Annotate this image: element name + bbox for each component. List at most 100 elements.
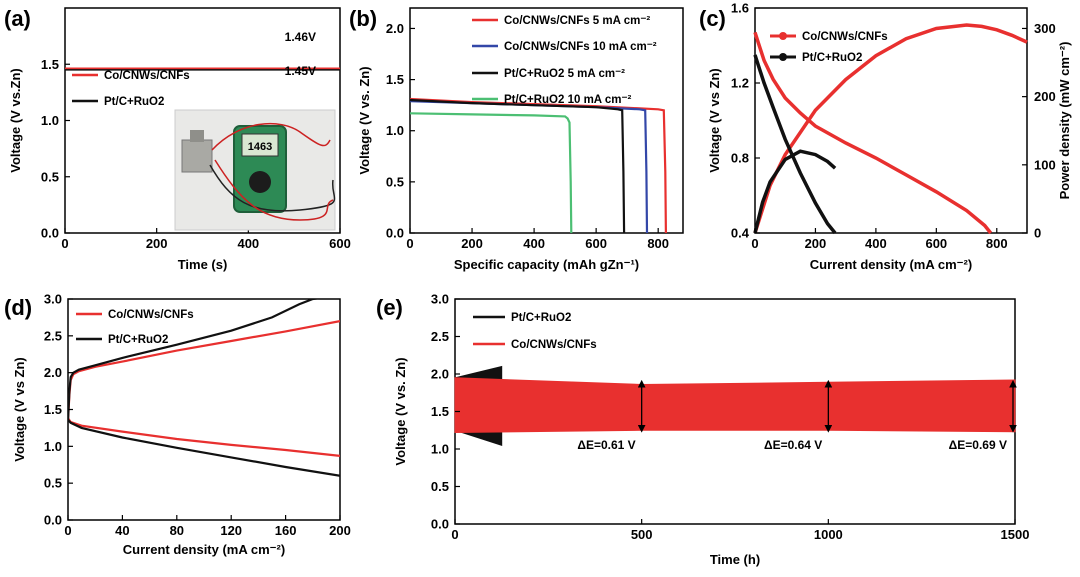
y-tick-label: 0.0: [41, 226, 59, 241]
x-tick-label: 200: [805, 236, 827, 251]
legend-label: Pt/C+RuO2: [104, 96, 164, 108]
y-tick-label: 0.0: [431, 517, 449, 532]
series-line: [753, 54, 837, 235]
x-tick-label: 600: [329, 236, 351, 251]
y-right-tick-label: 200: [1034, 89, 1056, 104]
y-tick-label: 0.5: [431, 479, 449, 494]
x-tick-label: 600: [585, 236, 607, 251]
series-line: [409, 98, 626, 234]
y-tick-label: 0.0: [386, 226, 404, 241]
series-line: [68, 419, 340, 477]
y-tick-label: 2.5: [44, 328, 62, 343]
y-tick-label: 1.0: [41, 113, 59, 128]
y-tick-label: 3.0: [431, 292, 449, 307]
annotation: 1.46V: [285, 30, 316, 44]
plot-frame: [67, 298, 341, 521]
x-tick-label: 600: [925, 236, 947, 251]
legend-label: Pt/C+RuO2: [511, 312, 571, 324]
y-tick-label: 1.0: [431, 442, 449, 457]
y-tick-label: 1.5: [431, 404, 449, 419]
y-tick-label: 0.5: [41, 169, 59, 184]
x-axis-label: Current density (mA cm⁻²): [810, 257, 972, 272]
legend-label: Co/CNWs/CNFs: [802, 31, 888, 43]
series-line: [753, 149, 837, 234]
multimeter-photo-icon: 1463: [174, 109, 336, 231]
x-tick-label: 400: [237, 236, 259, 251]
x-axis-label: Current density (mA cm⁻²): [123, 542, 285, 557]
x-tick-label: 400: [523, 236, 545, 251]
y-tick-label: 1.6: [731, 1, 749, 16]
y-tick-label: 0.5: [386, 174, 404, 189]
series-line: [68, 417, 340, 457]
x-tick-label: 1000: [814, 527, 843, 542]
x-tick-label: 80: [170, 523, 184, 538]
x-tick-label: 0: [751, 236, 758, 251]
x-axis-label: Time (h): [710, 552, 760, 567]
delta-e-label: ΔE=0.69 V: [949, 438, 1007, 452]
y-tick-label: 1.0: [44, 439, 62, 454]
legend-marker: [779, 32, 787, 40]
legend-label: Co/CNWs/CNFs: [108, 309, 194, 321]
legend-label: Co/CNWs/CNFs 10 mA cm⁻²: [504, 41, 657, 53]
x-tick-label: 0: [451, 527, 458, 542]
plot-frame: [754, 7, 1028, 234]
x-tick-label: 0: [64, 523, 71, 538]
legend-label: Pt/C+RuO2 5 mA cm⁻²: [504, 68, 625, 80]
panel-c: 0 200 400 600 800 0.4 0.8 1.2 1.6 0 100 200 300 Curre…: [699, 1, 1072, 273]
y-tick-label: 1.5: [41, 57, 59, 72]
series-line: [753, 23, 1028, 234]
y-tick-label: 1.5: [386, 72, 404, 87]
y-axis-label: Voltage (V vs Zn): [707, 68, 722, 173]
x-tick-label: 200: [146, 236, 168, 251]
series-line: [409, 97, 667, 234]
panel-label: (a): [4, 6, 31, 31]
y-right-tick-label: 0: [1034, 226, 1041, 241]
x-tick-label: 200: [329, 523, 351, 538]
x-axis-label: Time (s): [178, 257, 228, 272]
y-tick-label: 1.5: [44, 402, 62, 417]
y-tick-label: 1.0: [386, 123, 404, 138]
panel-b: 0 200 400 600 800 0.0 0.5 1.0 1.5 2.0 Specific cap…: [349, 6, 684, 272]
panel-label: (c): [699, 6, 726, 31]
multimeter-reading: 1463: [248, 141, 272, 153]
y-axis-label: Voltage (V vs Zn): [12, 357, 27, 462]
legend-label: Pt/C+RuO2: [802, 52, 862, 64]
y-tick-label: 2.0: [386, 21, 404, 36]
y-tick-label: 3.0: [44, 292, 62, 307]
x-tick-label: 400: [865, 236, 887, 251]
annotation: 1.45V: [285, 64, 316, 78]
x-tick-label: 160: [275, 523, 297, 538]
x-tick-label: 120: [220, 523, 242, 538]
delta-e-label: ΔE=0.61 V: [577, 438, 635, 452]
y-right-tick-label: 100: [1034, 157, 1056, 172]
panel-label: (d): [4, 295, 32, 320]
panel-label: (e): [376, 295, 403, 320]
panel-d: 0 40 80 120 160 200 0.0 0.5 1.0 1.5 2.0 2.5 3.0 Curre…: [4, 292, 351, 558]
legend-label: Pt/C+RuO2: [108, 334, 168, 346]
x-tick-label: 800: [986, 236, 1008, 251]
legend-label: Pt/C+RuO2 10 mA cm⁻²: [504, 94, 632, 106]
panel-a: 0 200 400 600 0.0 0.5 1.0 1.5 Time (s) Voltage (V…: [4, 6, 351, 272]
y-tick-label: 0.8: [731, 151, 749, 166]
y-tick-label: 2.0: [431, 367, 449, 382]
x-tick-label: 1500: [1001, 527, 1030, 542]
y-tick-label: 0.4: [731, 226, 750, 241]
y-right-axis-label: Power density (mW cm⁻²): [1057, 42, 1072, 200]
y-axis-label: Voltage (V vs. Zn): [393, 357, 408, 465]
y-tick-label: 1.2: [731, 76, 749, 91]
series-line: [753, 31, 993, 235]
legend-marker: [779, 53, 787, 61]
plot-frame: [409, 7, 684, 234]
y-tick-label: 0.0: [44, 513, 62, 528]
x-tick-label: 200: [461, 236, 483, 251]
x-tick-label: 40: [115, 523, 129, 538]
x-tick-label: 500: [631, 527, 653, 542]
y-axis-label: Voltage (V vs.Zn): [8, 68, 23, 173]
panel-e: ΔE=0.61 V ΔE=0.64 V ΔE=0.69 V 0 500 1000 1500 0…: [376, 292, 1029, 568]
y-tick-label: 2.0: [44, 365, 62, 380]
y-tick-label: 0.5: [44, 476, 62, 491]
x-axis-label: Specific capacity (mAh gZn⁻¹): [454, 257, 639, 272]
x-tick-label: 800: [647, 236, 669, 251]
cycling-band: [454, 377, 1016, 434]
y-right-tick-label: 300: [1034, 21, 1056, 36]
